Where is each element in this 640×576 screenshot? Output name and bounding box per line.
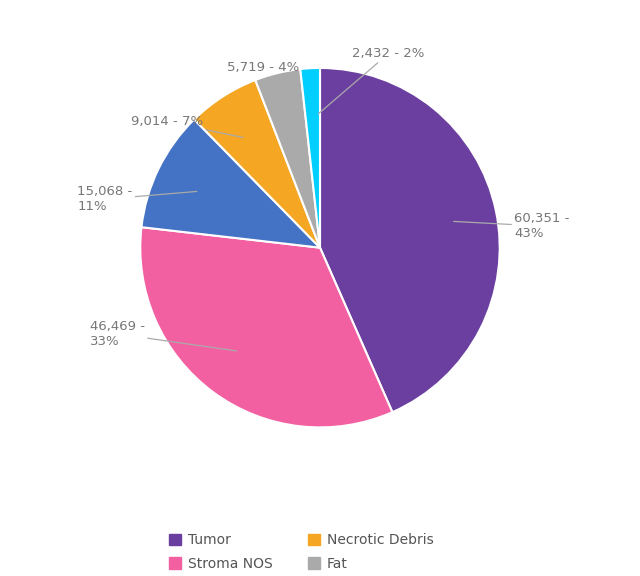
Text: 60,351 -
43%: 60,351 - 43%: [454, 212, 570, 240]
Legend: Tumor, Stroma NOS, TILs Dense, Necrotic Debris, Fat, Plasma Cell Infiltrate: Tumor, Stroma NOS, TILs Dense, Necrotic …: [163, 528, 477, 576]
Wedge shape: [320, 68, 500, 412]
Wedge shape: [255, 69, 320, 248]
Wedge shape: [141, 119, 320, 248]
Wedge shape: [140, 227, 392, 427]
Text: 46,469 -
33%: 46,469 - 33%: [90, 320, 236, 351]
Text: 15,068 -
11%: 15,068 - 11%: [77, 185, 197, 213]
Wedge shape: [300, 68, 320, 248]
Text: 2,432 - 2%: 2,432 - 2%: [318, 47, 425, 114]
Text: 5,719 - 4%: 5,719 - 4%: [227, 62, 299, 116]
Text: 9,014 - 7%: 9,014 - 7%: [131, 115, 243, 138]
Wedge shape: [194, 80, 320, 248]
